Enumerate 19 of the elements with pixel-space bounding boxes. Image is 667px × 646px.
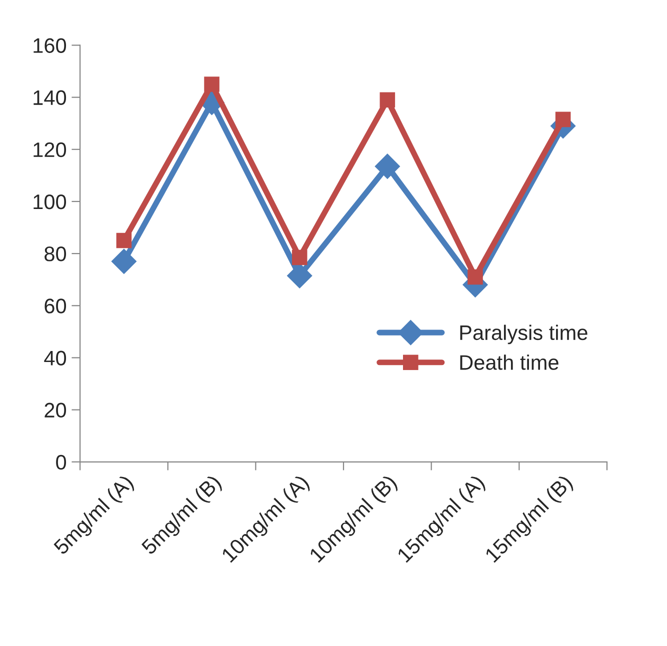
point xyxy=(292,250,308,266)
point xyxy=(111,248,137,274)
point xyxy=(116,232,132,248)
y-tick-label: 100 xyxy=(34,194,66,210)
point xyxy=(555,112,571,128)
y-tick-label: 80 xyxy=(44,246,66,262)
point xyxy=(374,154,400,180)
point xyxy=(380,92,396,108)
y-tick-label: 60 xyxy=(44,298,66,314)
point xyxy=(204,76,220,92)
y-tick-label: 140 xyxy=(34,90,66,106)
legend-label: Death time xyxy=(460,354,558,370)
y-tick-label: 120 xyxy=(34,142,66,158)
point xyxy=(468,269,483,285)
legend-label: Paralysis time xyxy=(460,324,588,344)
y-tick-label: 40 xyxy=(44,350,66,366)
y-tick-label: 0 xyxy=(56,454,66,470)
y-tick-label: 160 xyxy=(34,38,66,53)
y-tick-label: 20 xyxy=(44,402,66,418)
